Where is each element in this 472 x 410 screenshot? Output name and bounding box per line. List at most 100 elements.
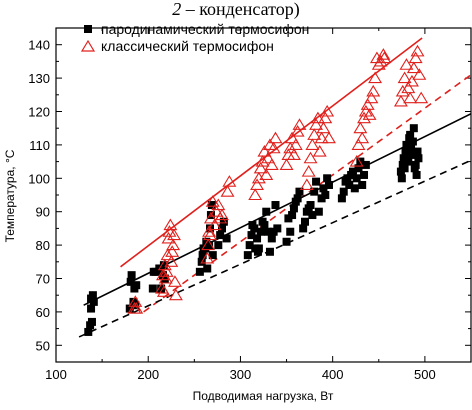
data-point-square (88, 291, 97, 300)
data-point-triangle (405, 74, 419, 87)
data-point-square (339, 187, 348, 196)
data-point-triangle (412, 68, 427, 80)
data-point-triangle (222, 175, 237, 187)
data-point-square (159, 261, 168, 270)
data-point-square (409, 124, 418, 133)
data-point-triangle (257, 145, 272, 157)
data-point-square (84, 327, 93, 336)
data-point-triangle (397, 71, 412, 84)
data-point-square (358, 180, 367, 189)
legend-marker-square (84, 25, 92, 33)
data-point-triangle (286, 148, 301, 160)
data-point-triangle (255, 155, 270, 167)
data-point-triangle (156, 285, 171, 297)
fit-line-dashed (78, 159, 471, 338)
data-point-square (413, 147, 422, 156)
data-point-triangle (290, 124, 305, 137)
data-point-triangle (366, 84, 381, 97)
data-point-triangle (351, 138, 366, 150)
x-tick-label: 400 (322, 367, 344, 382)
data-point-square (323, 174, 332, 183)
caption-number: 2 (172, 0, 182, 19)
y-axis-label: Температура, °C (3, 149, 17, 242)
y-tick-label: 70 (36, 272, 50, 287)
data-point-square (264, 227, 273, 236)
data-point-square (214, 241, 223, 250)
data-point-square (299, 224, 308, 233)
data-point-square (87, 304, 96, 313)
data-point-square (254, 244, 263, 253)
data-point-triangle (203, 211, 218, 224)
data-point-triangle (160, 248, 175, 261)
data-point-triangle (128, 295, 143, 307)
data-point-square (273, 224, 282, 233)
caption-text: – конденсатор) (181, 0, 300, 19)
data-point-square (306, 201, 315, 210)
data-point-square (414, 154, 423, 163)
data-point-square (207, 201, 216, 210)
data-point-square (89, 297, 98, 306)
data-point-triangle (355, 131, 370, 144)
figure-caption: 2 – конденсатор) (0, 0, 472, 22)
data-point-triangle (288, 138, 303, 150)
data-point-square (402, 140, 411, 149)
data-point-square (360, 170, 369, 179)
data-point-triangle (414, 91, 429, 104)
data-point-triangle (399, 58, 414, 70)
data-point-square (286, 227, 295, 236)
data-point-triangle (202, 225, 217, 237)
data-point-triangle (360, 98, 375, 110)
data-point-square (125, 304, 134, 313)
y-tick-label: 100 (28, 171, 50, 186)
x-tick-label: 500 (414, 367, 436, 382)
x-axis-label: Подводимая нагрузка, Вт (193, 389, 334, 403)
data-point-triangle (316, 121, 331, 134)
data-point-square (127, 271, 136, 280)
data-point-square (310, 187, 319, 196)
y-tick-label: 110 (29, 138, 50, 153)
data-point-triangle (353, 121, 368, 134)
data-point-triangle (156, 268, 170, 281)
data-point-square (408, 137, 417, 146)
data-point-square (132, 281, 141, 290)
data-point-square (198, 251, 207, 260)
data-point-square (157, 284, 166, 293)
data-point-triangle (207, 218, 222, 231)
data-point-triangle (266, 141, 281, 154)
y-tick-label: 80 (36, 238, 50, 253)
data-point-triangle (305, 138, 320, 150)
data-point-square (262, 207, 271, 216)
data-point-square (324, 180, 333, 189)
data-point-triangle (307, 128, 322, 140)
data-point-triangle (167, 228, 182, 241)
data-point-square (222, 234, 231, 243)
data-point-triangle (309, 118, 324, 130)
data-point-triangle (357, 111, 371, 124)
data-point-square (265, 247, 274, 256)
data-point-square (203, 264, 212, 273)
fit-line-dashed (143, 73, 471, 313)
data-point-triangle (310, 111, 325, 124)
plot-frame (55, 27, 472, 363)
data-point-square (352, 174, 361, 183)
data-point-triangle (362, 108, 377, 120)
data-point-triangle (159, 265, 174, 277)
data-point-triangle (403, 91, 418, 104)
data-point-square (87, 317, 96, 326)
data-point-triangle (373, 54, 388, 67)
data-point-square (148, 284, 157, 293)
data-point-triangle (250, 178, 265, 191)
x-tick-label: 300 (230, 367, 252, 382)
data-point-triangle (201, 238, 216, 251)
data-point-triangle (364, 91, 379, 104)
data-point-triangle (406, 61, 421, 74)
data-point-triangle (292, 118, 307, 130)
data-point-triangle (164, 255, 179, 267)
data-point-triangle (318, 111, 333, 124)
data-point-triangle (320, 104, 335, 117)
data-point-triangle (248, 188, 263, 201)
y-tick-label: 90 (36, 205, 50, 220)
y-tick-label: 50 (36, 338, 50, 353)
data-point-square (216, 231, 225, 240)
